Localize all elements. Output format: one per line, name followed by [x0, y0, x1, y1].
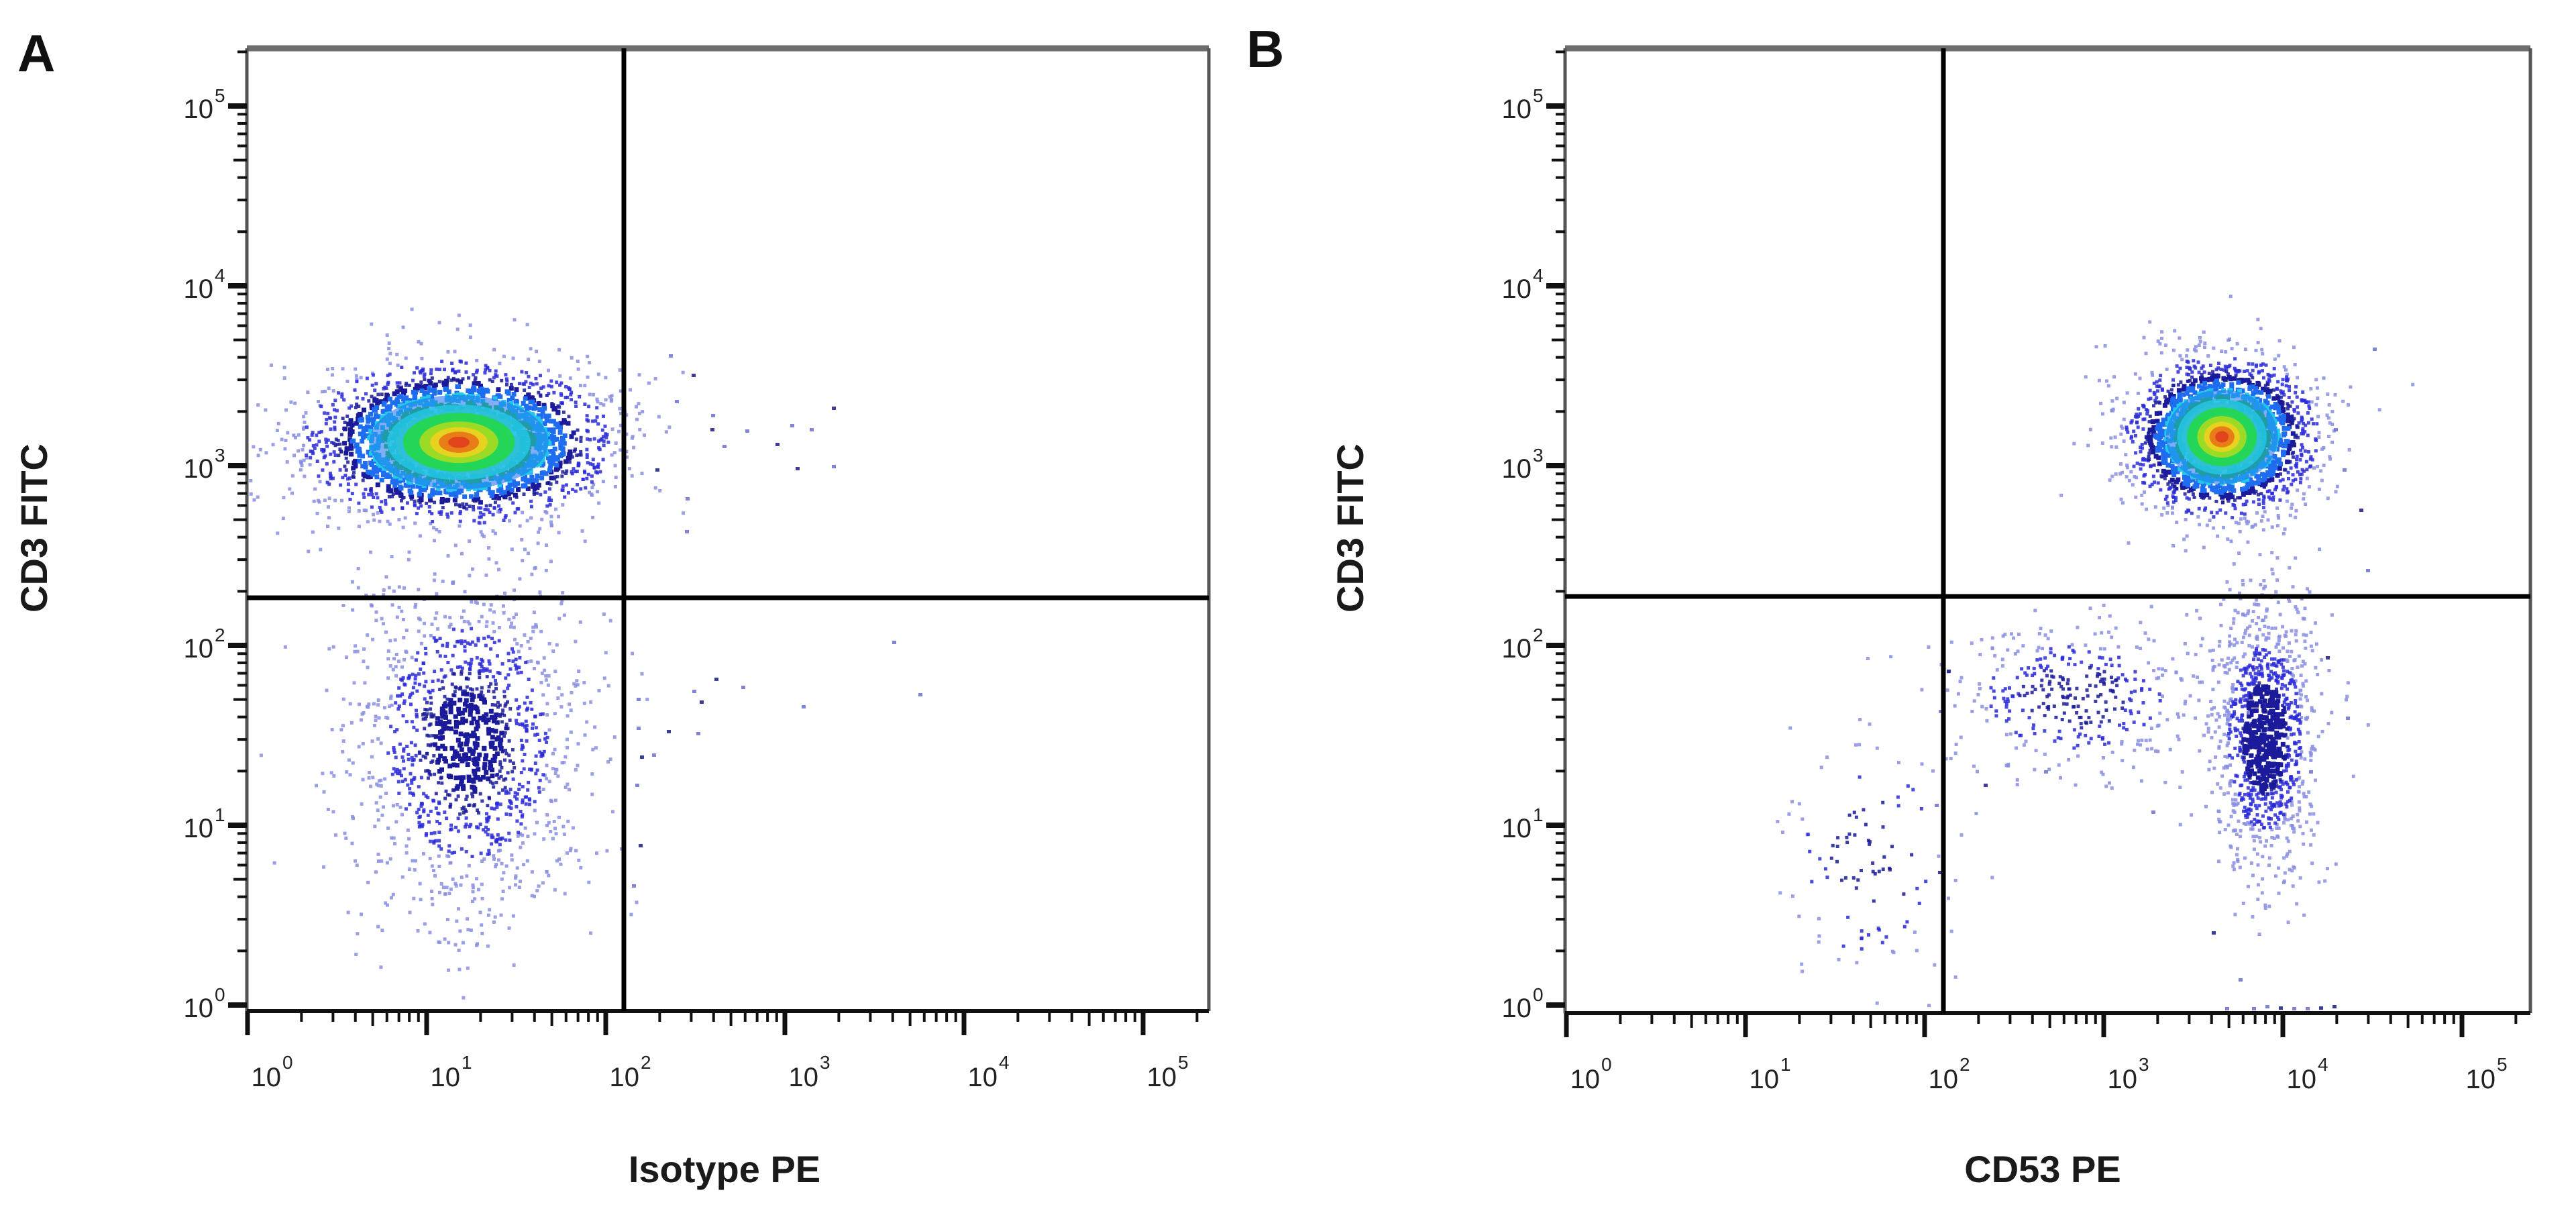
- panel-letter-a: A: [17, 23, 55, 83]
- svg-text:10: 10: [184, 274, 214, 304]
- svg-text:10: 10: [431, 1063, 461, 1092]
- y-axis-title-b: CD3 FITC: [1329, 443, 1371, 613]
- dot-cloud-b: [1776, 295, 2415, 1010]
- svg-text:2: 2: [215, 625, 225, 645]
- x-axis-title-a: Isotype PE: [629, 1148, 820, 1190]
- svg-text:1: 1: [215, 804, 225, 825]
- x-axis-title-b: CD53 PE: [1964, 1148, 2121, 1190]
- quadrant-gate-a: [247, 48, 1209, 1011]
- svg-text:1: 1: [462, 1052, 472, 1073]
- svg-text:4: 4: [999, 1052, 1010, 1073]
- svg-text:3: 3: [820, 1052, 830, 1073]
- svg-text:10: 10: [789, 1063, 819, 1092]
- panel-letter-b: B: [1246, 19, 1284, 78]
- svg-text:10: 10: [610, 1063, 640, 1092]
- svg-text:10: 10: [968, 1063, 998, 1092]
- svg-text:3: 3: [215, 445, 225, 466]
- svg-text:10: 10: [1147, 1063, 1177, 1092]
- y-axis-title-a: CD3 FITC: [13, 443, 55, 613]
- svg-text:5: 5: [215, 85, 225, 106]
- svg-text:0: 0: [282, 1052, 293, 1073]
- svg-text:10: 10: [252, 1063, 282, 1092]
- svg-text:4: 4: [215, 265, 225, 286]
- svg-text:0: 0: [215, 984, 225, 1005]
- svg-text:2: 2: [641, 1052, 651, 1073]
- svg-text:10: 10: [184, 814, 214, 843]
- svg-text:10: 10: [184, 634, 214, 664]
- svg-text:5: 5: [1178, 1052, 1189, 1073]
- quadrant-gate-b: [1565, 48, 2530, 1013]
- dot-cloud-a: [247, 307, 922, 1000]
- svg-text:10: 10: [184, 95, 214, 124]
- plot-frame-a: [245, 45, 1211, 1013]
- svg-text:10: 10: [184, 454, 214, 484]
- svg-text:10: 10: [184, 994, 214, 1023]
